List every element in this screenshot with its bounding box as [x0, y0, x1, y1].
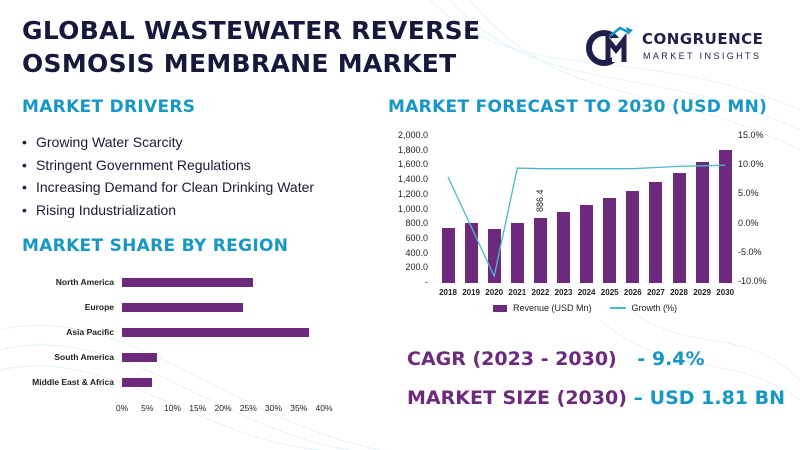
market-size-value: – USD 1.81 BN [633, 387, 786, 409]
revenue-y-tick: 1,000.0 [397, 203, 428, 214]
year-label: 2025 [600, 288, 619, 297]
revenue-bar [649, 182, 663, 283]
revenue-bar [603, 198, 617, 283]
revenue-y-tick: - [425, 277, 428, 287]
region-label: Europe [84, 302, 114, 312]
region-bar [122, 328, 309, 337]
growth-y-tick: -10.0% [738, 276, 767, 286]
revenue-y-tick: 1,800.0 [397, 144, 428, 155]
region-label: South America [54, 352, 114, 362]
revenue-bar [487, 228, 501, 283]
year-label: 2029 [693, 288, 711, 297]
revenue-data-label: 886.4 [535, 189, 546, 212]
region-label: Middle East & Africa [32, 377, 114, 387]
year-label: 2020 [485, 288, 504, 297]
year-label: 2028 [670, 288, 688, 297]
region-label: North America [55, 277, 114, 287]
region-x-tick: 5% [141, 403, 154, 413]
market-size-stat: MARKET SIZE (2030) – USD 1.81 BN [407, 387, 785, 409]
company-logo: CONGRUENCE MARKET INSIGHTS [586, 24, 786, 68]
year-label: 2023 [554, 288, 573, 297]
revenue-y-tick: 200.0 [405, 262, 428, 273]
legend-label-revenue: Revenue (USD Mn) [513, 303, 592, 313]
revenue-bar [557, 212, 570, 283]
growth-y-tick: 10.0% [738, 159, 764, 170]
cagr-stat: CAGR (2023 - 2030) - 9.4% [407, 348, 705, 370]
region-bar [122, 278, 254, 287]
cagr-label: CAGR (2023 - 2030) [407, 348, 617, 370]
year-label: 2022 [531, 288, 550, 297]
region-bar [122, 353, 158, 362]
revenue-y-tick: 800.0 [405, 218, 428, 229]
revenue-y-tick: 1,600.0 [397, 159, 428, 170]
drivers-list: Growing Water Scarcity Stringent Governm… [22, 131, 314, 221]
region-bar [122, 303, 244, 312]
year-label: 2019 [462, 288, 480, 297]
legend-label-growth: Growth (%) [631, 303, 678, 313]
region-x-tick: 10% [163, 403, 182, 413]
growth-y-tick: 15.0% [738, 130, 764, 140]
logo-mark-icon [586, 26, 633, 66]
logo-tagline: MARKET INSIGHTS [643, 51, 762, 61]
revenue-bar [718, 149, 732, 283]
region-label: Asia Pacific [66, 327, 114, 337]
revenue-y-tick: 400.0 [405, 247, 428, 258]
year-label: 2024 [577, 288, 596, 297]
driver-item: Increasing Demand for Clean Drinking Wat… [22, 176, 314, 199]
market-size-label: MARKET SIZE (2030) [407, 387, 627, 409]
revenue-y-tick: 1,400.0 [397, 174, 428, 185]
region-x-tick: 20% [214, 403, 232, 413]
forecast-legend: Revenue (USD Mn) Growth (%) [493, 303, 677, 313]
revenue-bar [672, 172, 686, 283]
logo-name: CONGRUENCE [642, 30, 764, 48]
forecast-heading: MARKET FORECAST TO 2030 (USD MN) [388, 97, 768, 117]
region-bar [122, 378, 153, 387]
region-x-tick: 25% [239, 403, 257, 413]
region-x-tick: 35% [290, 403, 308, 413]
revenue-bar [580, 205, 594, 283]
year-label: 2030 [716, 288, 735, 297]
cagr-value: - 9.4% [637, 348, 705, 370]
year-label: 2018 [439, 288, 457, 297]
legend-swatch-growth [609, 307, 626, 309]
revenue-bar [533, 217, 547, 283]
year-label: 2021 [508, 288, 527, 297]
region-x-tick: 15% [189, 403, 207, 413]
revenue-bar [441, 227, 455, 283]
driver-item: Rising Industrialization [22, 199, 314, 222]
growth-y-tick: -5.0% [738, 246, 762, 257]
region-x-tick: 0% [115, 403, 129, 413]
region-x-tick: 30% [264, 403, 283, 413]
driver-item: Stringent Government Regulations [22, 154, 314, 177]
revenue-y-tick: 1,200.0 [397, 188, 428, 199]
growth-y-tick: 5.0% [738, 188, 759, 199]
driver-item: Growing Water Scarcity [22, 131, 314, 154]
revenue-bar [626, 190, 640, 283]
year-label: 2026 [623, 288, 642, 297]
revenue-y-tick: 2,000.0 [397, 130, 428, 140]
revenue-y-tick: 600.0 [405, 232, 428, 243]
drivers-heading: MARKET DRIVERS [22, 97, 196, 117]
revenue-bar [695, 162, 709, 283]
region-x-tick: 40% [315, 403, 333, 413]
title-line-1: GLOBAL WASTEWATER REVERSE [22, 16, 481, 45]
year-label: 2027 [646, 288, 665, 297]
legend-swatch-revenue [493, 304, 507, 312]
title-line-2: OSMOSIS MEMBRANE MARKET [22, 49, 457, 78]
growth-y-tick: 0.0% [738, 217, 759, 228]
page-title: GLOBAL WASTEWATER REVERSE OSMOSIS MEMBRA… [22, 14, 542, 80]
revenue-bar [510, 223, 524, 283]
revenue-bar [464, 222, 478, 283]
region-heading: MARKET SHARE BY REGION [22, 236, 289, 256]
